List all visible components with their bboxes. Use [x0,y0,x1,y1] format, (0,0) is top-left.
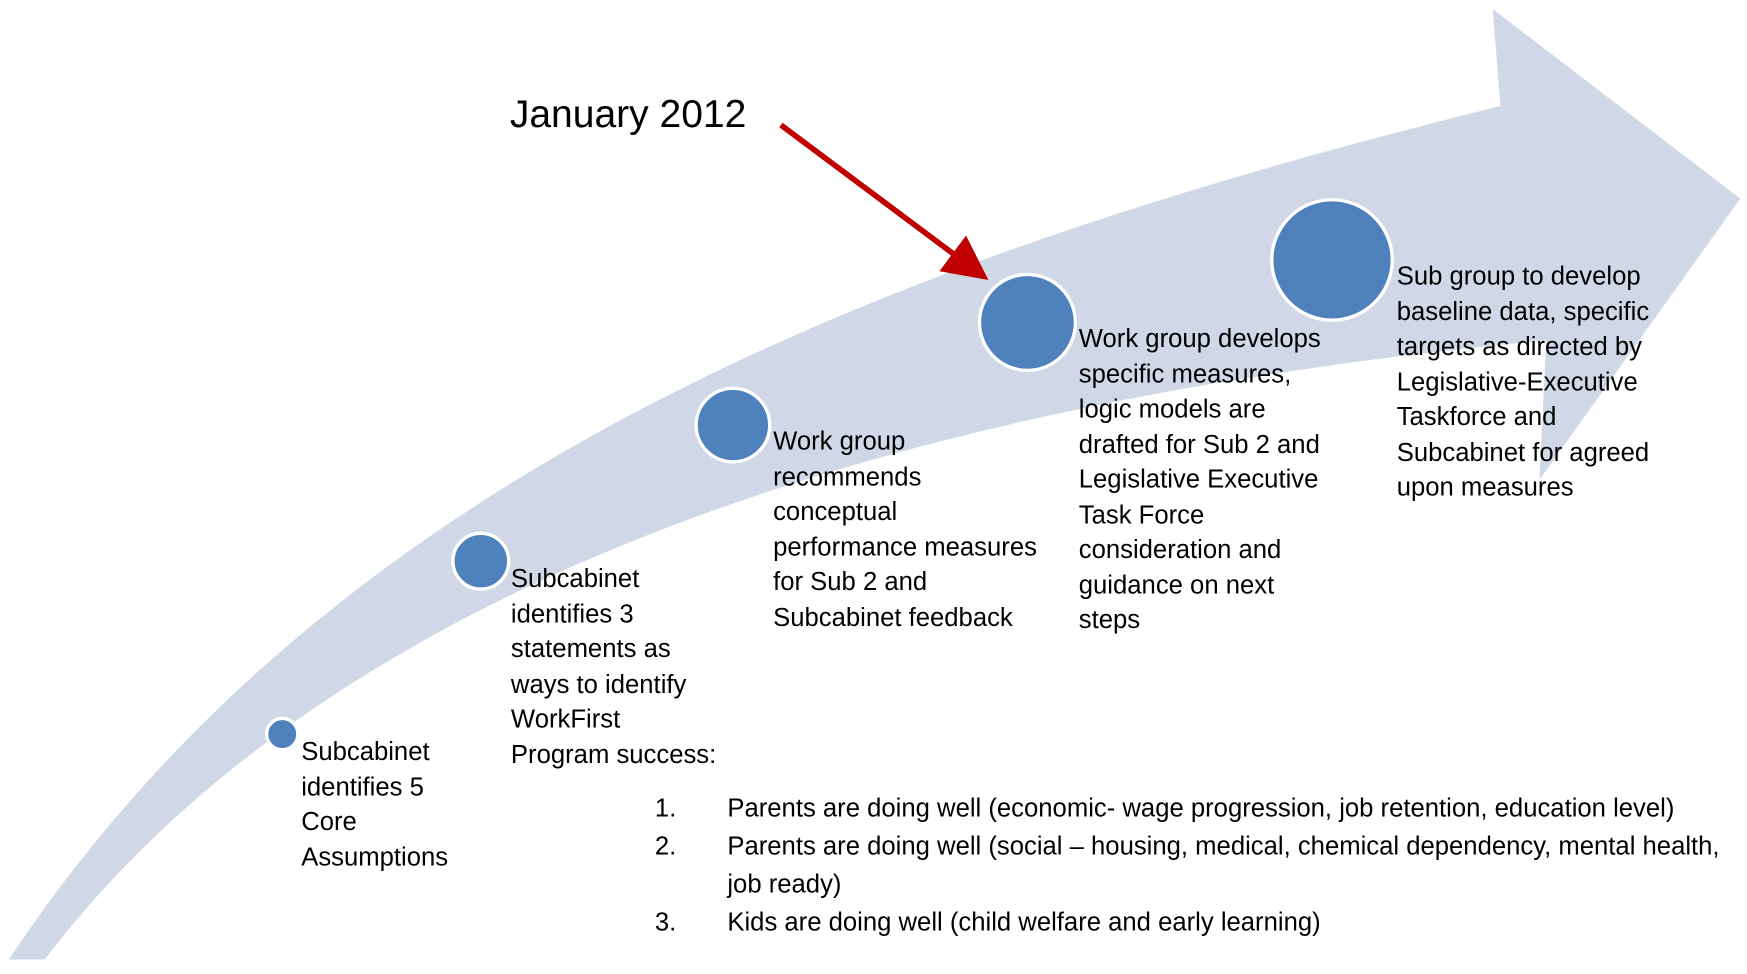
annotation: January 2012 [510,93,747,136]
list-text: Parents are doing well (economic- wage p… [727,793,1675,823]
step-box: Subcabinet identifies 3 statements as wa… [510,563,717,769]
list-text: Parents are doing well (social – housing… [727,831,1720,899]
step-box: Subcabinet identifies 5 Core Assumptions [301,736,449,871]
list-box: 1. Parents are doing well (economic- wage… [655,789,1743,941]
milestone-dot [451,531,511,591]
step-box: Work group develops specific measures, l… [1078,323,1321,634]
milestone-dot [977,272,1078,373]
list-item: 1. Parents are doing well (economic- wage… [655,789,1743,827]
step-text: Work group develops specific measures, l… [1078,323,1321,634]
step-text: Work group recommends conceptual perform… [773,426,1037,631]
step-text: Sub group to develop baseline data, spec… [1396,261,1650,501]
step-box: Work group recommends conceptual perform… [773,426,1037,631]
list-item: 2. Parents are doing well (social – housi… [655,827,1743,903]
list-text: Kids are doing well (child welfare and e… [727,907,1321,937]
step-box: Sub group to develop baseline data, spec… [1396,261,1650,501]
milestones [264,198,1394,752]
list-number: 3. [654,907,677,937]
milestone-dot [1270,198,1394,322]
milestone-dot [264,716,300,752]
list: 1. Parents are doing well (economic- wage… [655,789,1743,941]
list-item: 3. Kids are doing well (child welfare and… [655,903,1743,941]
milestone-dot [694,386,772,464]
annotation-arrow [779,122,989,281]
list-number: 2. [654,831,677,861]
step-text: Subcabinet identifies 5 Core Assumptions [301,736,449,871]
list-number: 1. [654,793,677,823]
step-text: Subcabinet identifies 3 statements as wa… [510,563,717,769]
